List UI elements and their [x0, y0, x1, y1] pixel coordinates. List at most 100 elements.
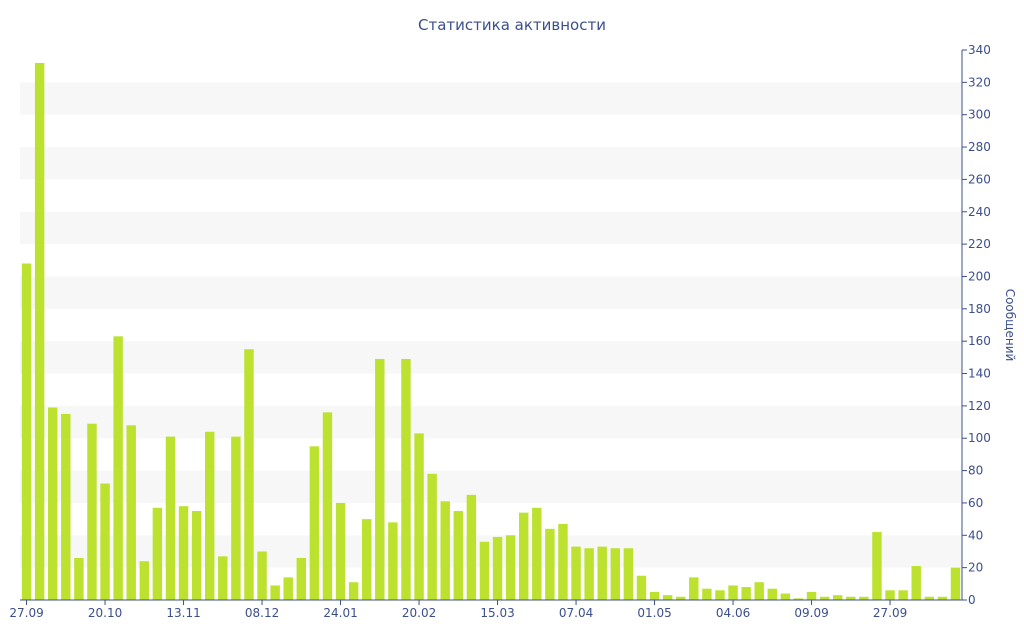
x-axis-ticks: 27.09 20.10 13.11 08.12 24.01 20.02 15.03 07.04… [9, 600, 907, 620]
bar[interactable] [532, 507, 542, 600]
bar[interactable] [676, 596, 686, 600]
grid-bands [20, 82, 962, 568]
grid-band [20, 276, 962, 309]
y-tick-label: 80 [968, 464, 983, 478]
bar[interactable] [610, 548, 620, 600]
bar[interactable] [571, 546, 581, 600]
bar[interactable] [702, 588, 712, 600]
grid-band [20, 535, 962, 568]
bar[interactable] [741, 587, 751, 600]
bar[interactable] [322, 412, 333, 600]
bar[interactable] [87, 423, 97, 600]
grid-band [20, 211, 962, 245]
bar[interactable] [806, 591, 817, 600]
x-tick-label: 20.10 [88, 606, 122, 620]
bars-group [21, 62, 961, 601]
bar[interactable] [636, 575, 647, 600]
y-tick-label: 160 [968, 334, 991, 348]
bar[interactable] [833, 595, 843, 600]
bar[interactable] [911, 566, 921, 600]
bar[interactable] [139, 561, 149, 600]
grid-band [20, 470, 962, 503]
y-axis-ticks: 0 20 40 60 80 100 120 140 160 180 200 220 240 260 280 3… [962, 43, 991, 607]
x-tick-label: 04.06 [716, 606, 750, 620]
bar[interactable] [924, 596, 934, 600]
bar[interactable] [309, 446, 320, 600]
bar[interactable] [375, 358, 385, 600]
y-axis-label: Сообщений [1003, 289, 1017, 362]
y-tick-label: 340 [968, 43, 991, 57]
bar[interactable] [859, 596, 869, 600]
x-tick-label: 08.12 [245, 606, 279, 620]
bar[interactable] [662, 595, 673, 600]
bar[interactable] [61, 413, 71, 600]
bar[interactable] [545, 528, 555, 600]
bar[interactable] [440, 501, 450, 600]
y-tick-label: 320 [968, 75, 991, 89]
bar[interactable] [885, 590, 895, 600]
bar[interactable] [793, 598, 804, 600]
bar[interactable] [283, 577, 293, 600]
bar[interactable] [34, 62, 45, 600]
bar[interactable] [689, 577, 699, 600]
bar[interactable] [21, 263, 32, 600]
bar[interactable] [728, 585, 738, 600]
y-tick-label: 120 [968, 399, 991, 413]
bar[interactable] [244, 349, 254, 600]
bar[interactable] [113, 336, 123, 600]
x-tick-label: 07.04 [559, 606, 593, 620]
bar[interactable] [48, 407, 58, 601]
bar[interactable] [427, 473, 437, 600]
bar[interactable] [558, 523, 568, 600]
bar[interactable] [296, 557, 306, 600]
bar[interactable] [767, 588, 777, 600]
bar[interactable] [218, 556, 228, 600]
bar[interactable] [348, 582, 359, 600]
bar[interactable] [466, 494, 477, 600]
bar[interactable] [872, 532, 882, 600]
x-tick-label: 09.09 [794, 606, 828, 620]
y-tick-label: 40 [968, 528, 983, 542]
bar[interactable] [846, 596, 856, 600]
bar[interactable] [100, 483, 110, 600]
y-tick-label: 260 [968, 172, 991, 186]
bar[interactable] [754, 582, 764, 600]
bar[interactable] [715, 590, 725, 600]
bar[interactable] [492, 536, 503, 600]
bar[interactable] [388, 522, 398, 600]
bar[interactable] [414, 433, 424, 600]
y-tick-label: 140 [968, 367, 991, 381]
bar[interactable] [950, 567, 961, 600]
y-tick-label: 220 [968, 237, 991, 251]
bar[interactable] [178, 506, 189, 600]
bar[interactable] [362, 519, 372, 600]
bar[interactable] [191, 511, 202, 600]
bar[interactable] [623, 548, 634, 600]
bar[interactable] [401, 358, 411, 600]
bar[interactable] [597, 546, 607, 600]
bar[interactable] [479, 541, 490, 600]
bar[interactable] [126, 425, 136, 600]
bar[interactable] [270, 585, 280, 600]
bar[interactable] [152, 507, 163, 600]
y-tick-label: 20 [968, 561, 983, 575]
bar[interactable] [453, 511, 463, 600]
bar[interactable] [74, 557, 84, 600]
bar[interactable] [205, 431, 215, 600]
grid-band [20, 405, 962, 439]
bar[interactable] [898, 590, 908, 600]
bar[interactable] [819, 596, 830, 600]
bar[interactable] [165, 436, 176, 600]
bar[interactable] [937, 596, 948, 600]
bar[interactable] [335, 502, 346, 600]
bar[interactable] [505, 535, 516, 600]
bar[interactable] [519, 512, 529, 600]
bar[interactable] [231, 436, 241, 600]
bar[interactable] [584, 548, 594, 600]
x-tick-label: 15.03 [480, 606, 514, 620]
bar[interactable] [649, 591, 660, 600]
bar[interactable] [780, 593, 791, 600]
bar[interactable] [257, 551, 267, 600]
